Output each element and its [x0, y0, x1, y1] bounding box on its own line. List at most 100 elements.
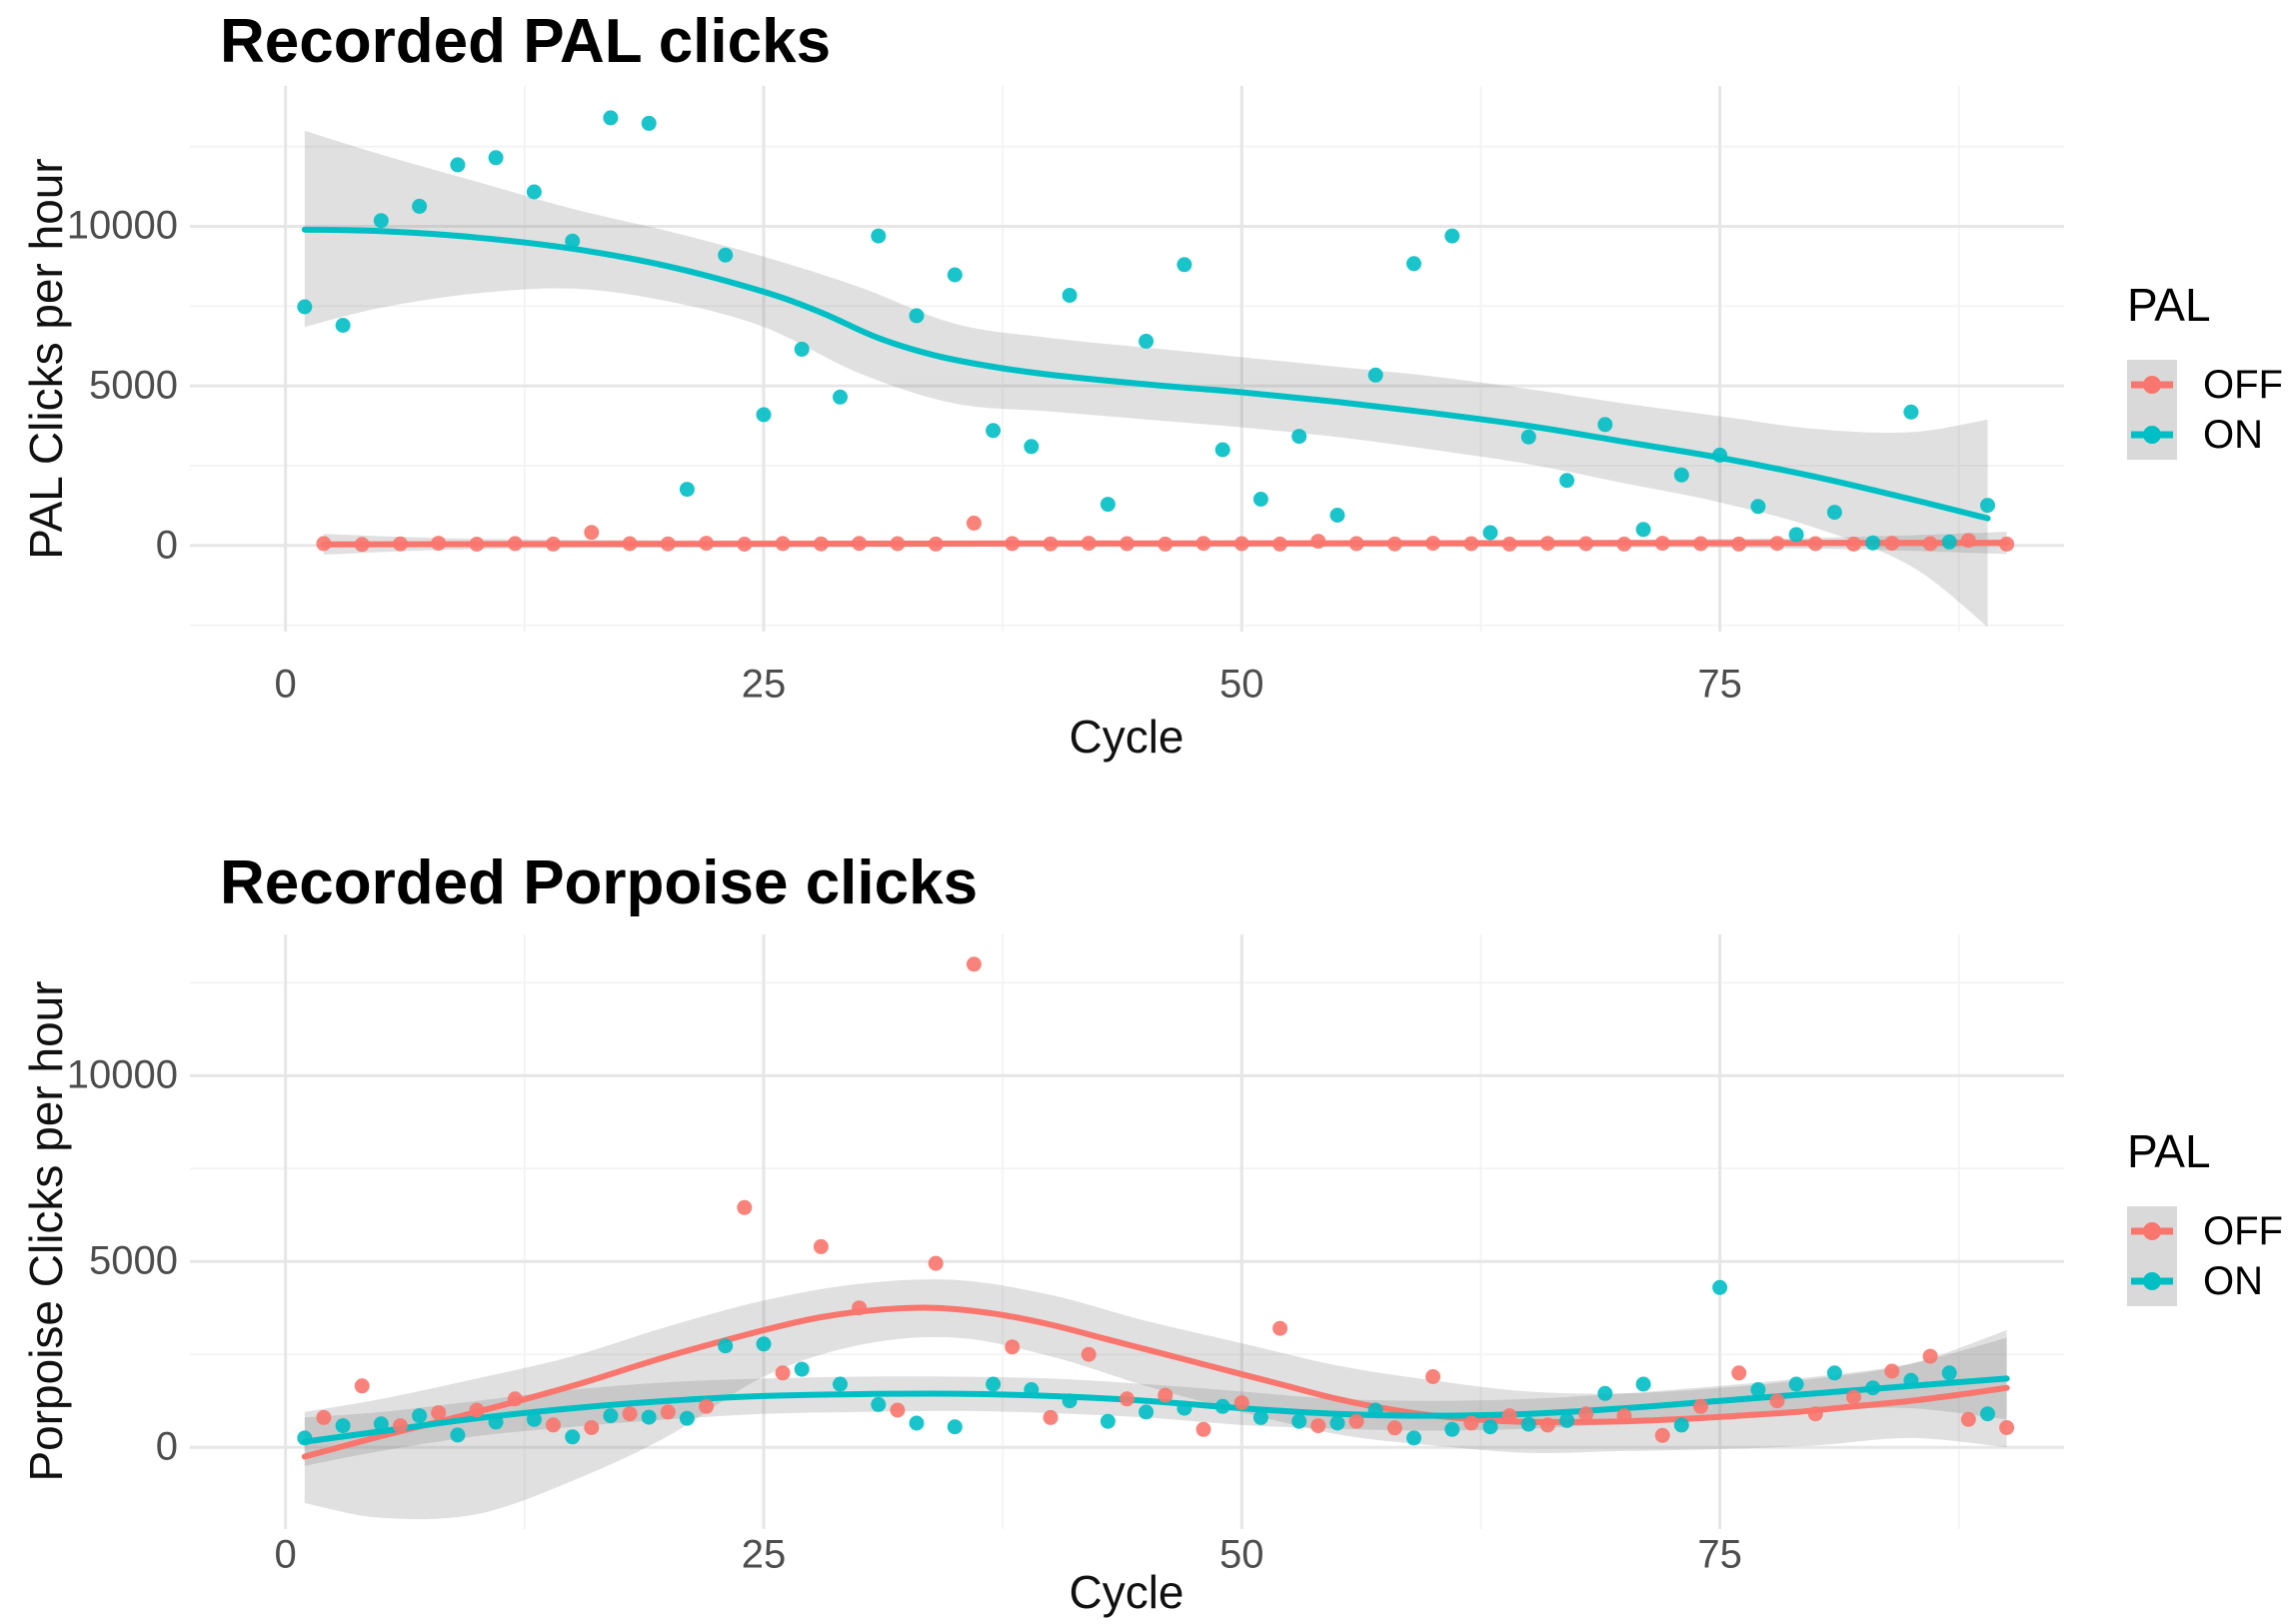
point-off	[1195, 536, 1211, 552]
point-on	[1826, 505, 1842, 521]
point-on	[1788, 1376, 1804, 1392]
legend-key-on-icon	[2127, 1256, 2177, 1306]
porpoise-y-axis-title: Porpoise Clicks per hour	[20, 980, 72, 1482]
point-on	[373, 213, 389, 229]
x-tick-label: 75	[1697, 662, 1742, 707]
point-off	[1654, 1427, 1670, 1443]
porpoise-legend: PAL OFF ON	[2127, 1124, 2283, 1306]
point-off	[469, 537, 485, 552]
porpoise-legend-label-on: ON	[2203, 1258, 2263, 1303]
point-off	[1195, 1421, 1211, 1437]
point-off	[966, 956, 982, 972]
point-on	[794, 341, 810, 357]
point-off	[1807, 1406, 1823, 1422]
point-off	[699, 1398, 715, 1414]
point-on	[1329, 1415, 1345, 1431]
point-on	[1559, 473, 1575, 489]
point-on	[1635, 1376, 1651, 1392]
point-off	[890, 1402, 906, 1418]
point-off	[1120, 1391, 1135, 1407]
point-on	[1024, 439, 1040, 455]
point-on	[335, 1418, 351, 1434]
point-off	[660, 536, 676, 552]
point-on	[794, 1361, 810, 1377]
point-on	[679, 1410, 695, 1426]
porpoise-chart-title: Recorded Porpoise clicks	[220, 848, 979, 917]
porpoise-legend-row-off: OFF	[2127, 1206, 2283, 1256]
pal-chart-panel	[190, 86, 2064, 632]
y-tick-label: 10000	[66, 1052, 178, 1097]
point-on	[1941, 534, 1957, 550]
y-tick-label: 5000	[89, 363, 178, 408]
point-on	[1520, 1416, 1536, 1432]
porpoise-x-axis-title: Cycle	[1069, 1566, 1184, 1618]
point-off	[852, 536, 868, 552]
point-on	[603, 110, 619, 126]
point-on	[297, 1430, 313, 1446]
point-off	[852, 1300, 868, 1316]
point-off	[316, 1409, 332, 1425]
smooth-line-off	[320, 540, 2010, 548]
point-off	[1539, 1417, 1555, 1433]
point-on	[565, 233, 581, 249]
point-off	[354, 1378, 370, 1394]
point-off	[1386, 536, 1402, 552]
confidence-ribbon-on	[304, 130, 1988, 628]
point-off	[1272, 1320, 1288, 1336]
point-on	[1559, 1412, 1575, 1428]
x-tick-label: 50	[1219, 662, 1264, 707]
point-on	[1406, 1430, 1421, 1446]
point-off	[354, 537, 370, 553]
point-on	[1139, 333, 1154, 349]
point-on	[1903, 1372, 1919, 1388]
point-on	[1406, 256, 1421, 272]
point-off	[1081, 1346, 1097, 1362]
point-on	[1139, 1404, 1154, 1420]
point-off	[1043, 536, 1059, 552]
point-off	[1539, 536, 1555, 552]
point-off	[737, 537, 753, 552]
point-off	[1501, 536, 1517, 552]
porpoise-legend-row-on: ON	[2127, 1256, 2283, 1306]
point-off	[1120, 536, 1135, 552]
point-off	[1999, 536, 2015, 552]
point-on	[1176, 257, 1192, 273]
point-off	[546, 536, 561, 552]
point-on	[1100, 497, 1116, 513]
point-on	[1444, 228, 1460, 244]
point-on	[1367, 367, 1383, 383]
pal-legend-keys: OFF ON	[2127, 360, 2283, 460]
point-off	[584, 525, 600, 541]
point-off	[1310, 534, 1326, 550]
point-on	[1444, 1421, 1460, 1437]
point-on	[1214, 1398, 1230, 1414]
point-on	[1788, 527, 1804, 543]
point-off	[775, 1365, 791, 1381]
point-on	[335, 318, 351, 333]
point-off	[1654, 536, 1670, 552]
point-on	[718, 247, 734, 263]
point-off	[813, 1238, 829, 1254]
y-tick-label: 0	[155, 523, 178, 568]
x-tick-label: 0	[274, 662, 297, 707]
point-on	[833, 1376, 848, 1392]
pal-x-axis-title: Cycle	[1069, 711, 1184, 763]
smooth-line-on	[301, 226, 1991, 522]
point-off	[507, 1391, 523, 1407]
point-on	[1635, 522, 1651, 538]
point-on	[1291, 429, 1307, 445]
legend-key-off-icon	[2127, 360, 2177, 410]
point-on	[909, 1415, 925, 1431]
point-off	[1578, 1406, 1594, 1422]
point-on	[871, 228, 887, 244]
point-on	[1980, 498, 1995, 514]
porpoise-legend-title: PAL	[2127, 1125, 2211, 1177]
pal-legend-label-on: ON	[2203, 412, 2263, 457]
point-on	[1252, 492, 1268, 507]
legend-key-on-icon	[2127, 410, 2177, 460]
legend-key-off-icon	[2127, 1206, 2177, 1256]
point-off	[1960, 1411, 1976, 1427]
point-off	[507, 536, 523, 552]
point-on	[526, 184, 542, 200]
